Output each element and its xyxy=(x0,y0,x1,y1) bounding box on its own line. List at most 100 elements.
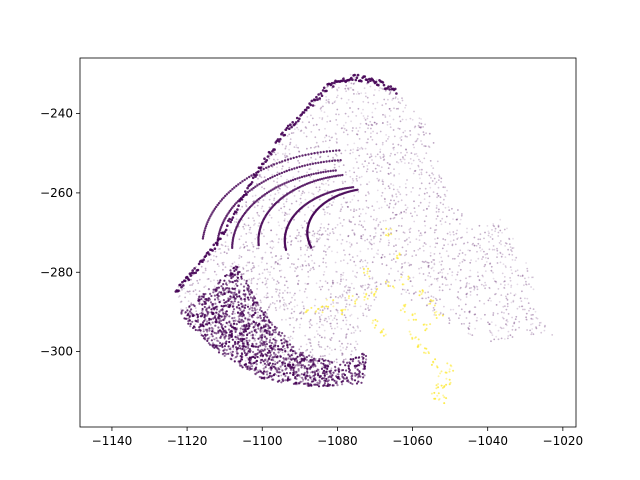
yellow-point xyxy=(429,299,432,301)
purple-point xyxy=(362,314,365,317)
purple-point xyxy=(388,273,390,275)
yellow-point xyxy=(387,234,390,237)
purple-point xyxy=(436,242,439,245)
purple-point xyxy=(264,193,267,196)
purple-point xyxy=(352,82,355,85)
purple-point xyxy=(368,181,371,183)
purple-point xyxy=(231,326,234,329)
purple-point xyxy=(211,249,214,252)
purple-point xyxy=(525,262,527,264)
purple-point xyxy=(322,257,325,260)
y-tick-label: −300 xyxy=(40,345,73,359)
purple-point xyxy=(284,154,286,157)
purple-point xyxy=(356,179,358,182)
purple-point xyxy=(293,305,296,308)
purple-point xyxy=(246,357,249,359)
purple-point xyxy=(466,227,468,230)
purple-point xyxy=(285,200,288,203)
purple-point xyxy=(536,317,539,320)
purple-point xyxy=(413,170,416,173)
purple-point xyxy=(188,305,191,308)
purple-point xyxy=(419,187,421,190)
purple-point xyxy=(268,345,271,348)
purple-point xyxy=(229,346,232,349)
purple-point xyxy=(218,337,221,339)
purple-point xyxy=(323,307,326,310)
purple-point xyxy=(308,121,310,124)
purple-point xyxy=(327,98,330,101)
purple-point xyxy=(497,329,500,332)
purple-point xyxy=(499,261,502,264)
purple-point xyxy=(362,367,365,371)
purple-point xyxy=(272,331,275,334)
purple-point xyxy=(474,313,477,316)
purple-point xyxy=(335,382,338,385)
purple-point xyxy=(367,283,370,286)
purple-point xyxy=(283,133,287,137)
purple-point xyxy=(273,187,276,190)
purple-point xyxy=(202,330,205,333)
purple-point xyxy=(463,322,465,325)
purple-point xyxy=(243,178,246,182)
purple-point xyxy=(413,110,415,113)
purple-point xyxy=(499,218,502,221)
purple-point xyxy=(262,199,265,202)
purple-point xyxy=(428,272,431,274)
purple-point xyxy=(340,278,342,281)
purple-point xyxy=(280,238,283,241)
purple-point xyxy=(382,219,385,222)
purple-point xyxy=(402,156,404,159)
purple-point xyxy=(301,268,303,271)
purple-point xyxy=(304,365,307,368)
purple-point xyxy=(343,249,345,252)
purple-point xyxy=(457,271,459,274)
purple-point xyxy=(309,181,312,184)
purple-point xyxy=(317,385,321,388)
yellow-point xyxy=(321,305,324,308)
purple-point xyxy=(284,218,286,220)
purple-point xyxy=(285,372,288,375)
purple-point xyxy=(342,271,345,274)
purple-point xyxy=(266,316,269,319)
purple-point xyxy=(435,278,438,280)
purple-point xyxy=(504,245,506,247)
purple-point xyxy=(209,301,213,304)
purple-point xyxy=(487,257,489,260)
purple-point xyxy=(397,98,399,100)
purple-point xyxy=(282,193,284,196)
purple-point xyxy=(285,145,287,148)
purple-point xyxy=(285,185,287,188)
purple-point xyxy=(194,323,197,326)
purple-point xyxy=(362,292,365,295)
purple-point xyxy=(525,316,527,319)
purple-point xyxy=(323,271,326,273)
purple-point xyxy=(421,143,423,146)
yellow-point xyxy=(307,309,310,312)
purple-point xyxy=(285,181,288,184)
purple-point xyxy=(310,156,312,159)
purple-point xyxy=(379,283,382,285)
purple-point xyxy=(298,360,302,364)
purple-point xyxy=(316,372,320,375)
purple-point xyxy=(445,250,448,253)
purple-point xyxy=(302,190,304,193)
purple-point xyxy=(271,356,274,359)
purple-point xyxy=(285,340,288,343)
purple-point xyxy=(259,175,261,178)
purple-point xyxy=(205,223,208,226)
purple-point xyxy=(276,177,279,180)
purple-point xyxy=(497,225,500,228)
purple-point xyxy=(394,153,396,156)
purple-point xyxy=(337,174,340,177)
yellow-point xyxy=(422,323,425,326)
purple-point xyxy=(496,249,499,252)
yellow-point xyxy=(409,333,412,336)
purple-point xyxy=(250,356,253,359)
purple-point xyxy=(261,205,264,208)
purple-point xyxy=(257,345,260,348)
purple-point xyxy=(222,312,225,315)
purple-point xyxy=(426,191,428,194)
plot-area-frame xyxy=(79,57,577,428)
purple-point xyxy=(191,284,193,286)
purple-point xyxy=(377,83,380,87)
